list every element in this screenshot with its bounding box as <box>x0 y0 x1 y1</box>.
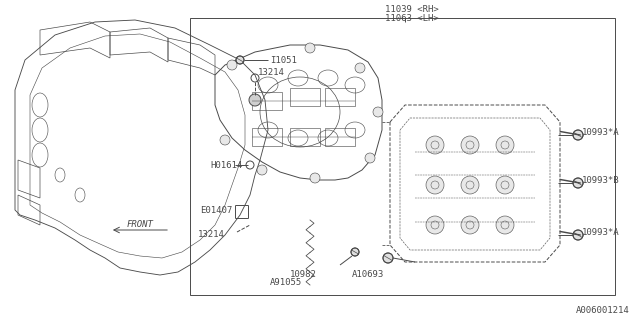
Circle shape <box>227 60 237 70</box>
Text: 11063 <LH>: 11063 <LH> <box>385 14 439 23</box>
Text: 10993*A: 10993*A <box>582 228 620 236</box>
Circle shape <box>305 43 315 53</box>
Text: E01407: E01407 <box>200 205 232 214</box>
Bar <box>252 92 282 110</box>
Circle shape <box>426 136 444 154</box>
Bar <box>290 128 320 146</box>
Circle shape <box>496 136 514 154</box>
Circle shape <box>310 173 320 183</box>
Circle shape <box>220 135 230 145</box>
Circle shape <box>365 153 375 163</box>
Text: H01614: H01614 <box>210 161 243 170</box>
Circle shape <box>573 230 583 240</box>
Circle shape <box>249 94 261 106</box>
Text: A10693: A10693 <box>352 270 384 279</box>
Circle shape <box>257 165 267 175</box>
Circle shape <box>461 136 479 154</box>
Circle shape <box>496 176 514 194</box>
Circle shape <box>355 63 365 73</box>
Circle shape <box>383 253 393 263</box>
Bar <box>325 128 355 146</box>
Text: 11039 <RH>: 11039 <RH> <box>385 5 439 14</box>
Text: 10982: 10982 <box>290 270 317 279</box>
Circle shape <box>351 248 359 256</box>
Circle shape <box>426 216 444 234</box>
Bar <box>190 18 615 295</box>
Bar <box>325 88 355 106</box>
Text: 10993*B: 10993*B <box>582 175 620 185</box>
Bar <box>290 88 320 106</box>
Circle shape <box>577 232 583 238</box>
Bar <box>252 128 282 146</box>
Circle shape <box>577 132 583 138</box>
Circle shape <box>577 180 583 186</box>
Text: 13214: 13214 <box>258 68 285 76</box>
Circle shape <box>573 130 583 140</box>
Circle shape <box>426 176 444 194</box>
Circle shape <box>373 107 383 117</box>
Circle shape <box>496 216 514 234</box>
Circle shape <box>461 176 479 194</box>
Text: A006001214: A006001214 <box>576 306 630 315</box>
Text: I1051: I1051 <box>270 55 297 65</box>
Circle shape <box>236 56 244 64</box>
Circle shape <box>573 178 583 188</box>
Text: FRONT: FRONT <box>127 220 154 229</box>
Text: 10993*A: 10993*A <box>582 127 620 137</box>
Text: 13214: 13214 <box>198 230 225 239</box>
Circle shape <box>461 216 479 234</box>
Text: A91055: A91055 <box>270 278 302 287</box>
